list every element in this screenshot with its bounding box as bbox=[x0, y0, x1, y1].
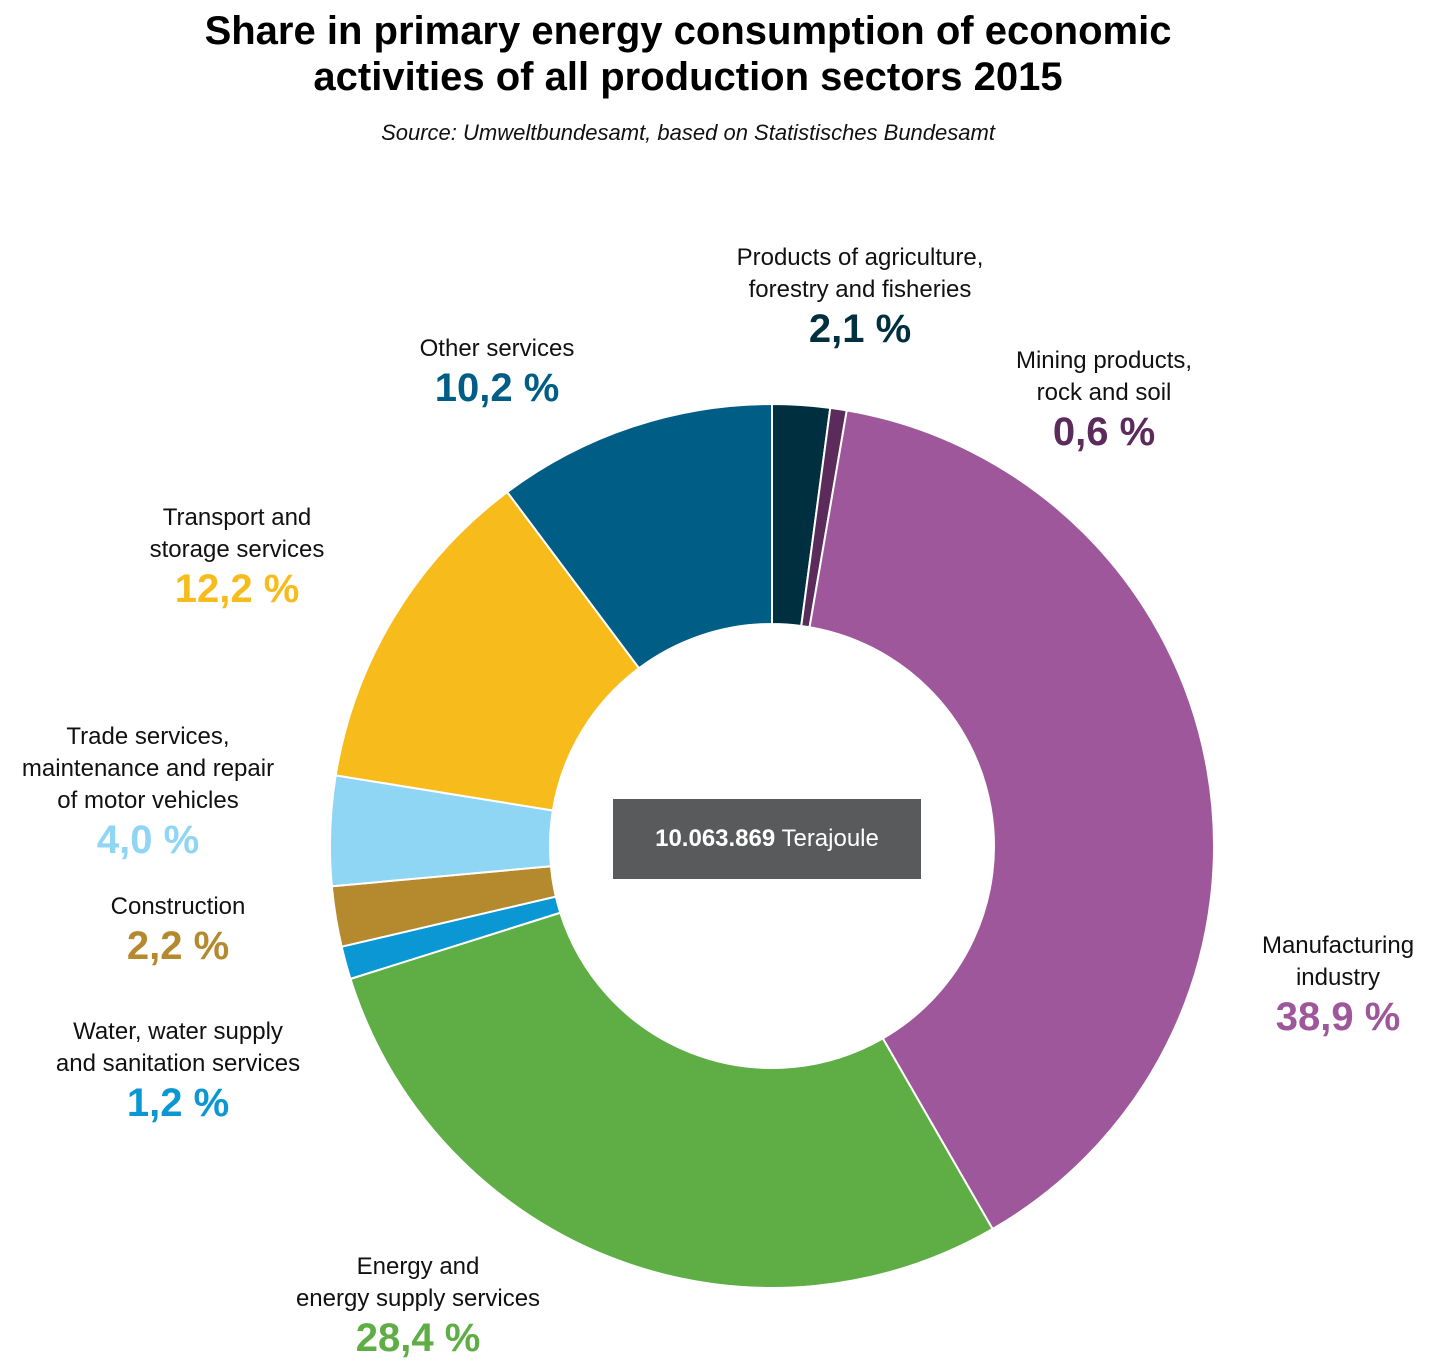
slice-name-3-0: Energy and bbox=[356, 1253, 480, 1280]
slice-label-7: Transport and storage services 12,2 % bbox=[150, 502, 325, 612]
slice-name-0-0: Products of agriculture, bbox=[736, 244, 984, 271]
slice-name-6-0: Trade services, bbox=[66, 723, 230, 750]
slice-label-2: Manufacturing industry 38,9 % bbox=[1262, 930, 1414, 1040]
slice-name-7-1: storage services bbox=[149, 536, 325, 563]
slice-label-4: Water, water supply and sanitation servic… bbox=[56, 1016, 300, 1126]
chart-title-line-2: activities of all production sectors 201… bbox=[313, 55, 1063, 99]
slice-name-3-1: energy supply services bbox=[295, 1285, 541, 1312]
slice-value-5: 2,2 % bbox=[126, 924, 230, 968]
slice-name-1-0: Mining products, bbox=[1015, 347, 1193, 374]
slice-3 bbox=[349, 911, 994, 1289]
chart-title: Share in primary energy consumption of e… bbox=[0, 8, 1376, 100]
chart-title-line-1: Share in primary energy consumption of e… bbox=[204, 9, 1172, 53]
slice-label-8: Other services 10,2 % bbox=[420, 333, 575, 411]
slice-name-2-1: industry bbox=[1295, 964, 1381, 991]
slice-name-0-1: forestry and fisheries bbox=[748, 276, 972, 303]
total-value: 10.063.869 bbox=[655, 825, 776, 852]
slice-value-7: 12,2 % bbox=[174, 567, 300, 611]
slice-value-0: 2,1 % bbox=[808, 307, 912, 351]
slice-label-6: Trade services, maintenance and repair of … bbox=[22, 721, 274, 863]
slice-label-5: Construction 2,2 % bbox=[111, 891, 246, 969]
slice-name-5-0: Construction bbox=[110, 893, 246, 920]
slice-label-3: Energy and energy supply services 28,4 % bbox=[296, 1251, 540, 1361]
slice-name-7-0: Transport and bbox=[162, 504, 312, 531]
total-badge: 10.063.869 Terajoule bbox=[613, 799, 921, 879]
slice-7 bbox=[334, 490, 641, 812]
slice-name-6-2: of motor vehicles bbox=[57, 787, 239, 814]
slice-value-2: 38,9 % bbox=[1275, 995, 1401, 1039]
slice-name-4-0: Water, water supply bbox=[73, 1018, 283, 1045]
slice-value-1: 0,6 % bbox=[1052, 410, 1156, 454]
slice-value-3: 28,4 % bbox=[355, 1316, 481, 1360]
total-unit: Terajoule bbox=[781, 825, 879, 852]
slice-value-8: 10,2 % bbox=[434, 366, 560, 410]
slice-8 bbox=[505, 402, 773, 670]
slice-value-4: 1,2 % bbox=[126, 1081, 230, 1125]
slice-label-0: Products of agriculture, forestry and fis… bbox=[737, 242, 984, 352]
slice-name-4-1: and sanitation services bbox=[55, 1050, 301, 1077]
chart-subtitle: Source: Umweltbundesamt, based on Statis… bbox=[381, 120, 995, 145]
slice-2 bbox=[808, 409, 1215, 1231]
slice-name-1-1: rock and soil bbox=[1036, 379, 1172, 406]
slice-name-2-0: Manufacturing bbox=[1261, 932, 1415, 959]
slice-name-8-0: Other services bbox=[419, 335, 575, 362]
slice-name-6-1: maintenance and repair bbox=[21, 755, 275, 782]
slice-value-6: 4,0 % bbox=[96, 818, 200, 862]
slice-label-1: Mining products, rock and soil 0,6 % bbox=[1016, 345, 1192, 455]
